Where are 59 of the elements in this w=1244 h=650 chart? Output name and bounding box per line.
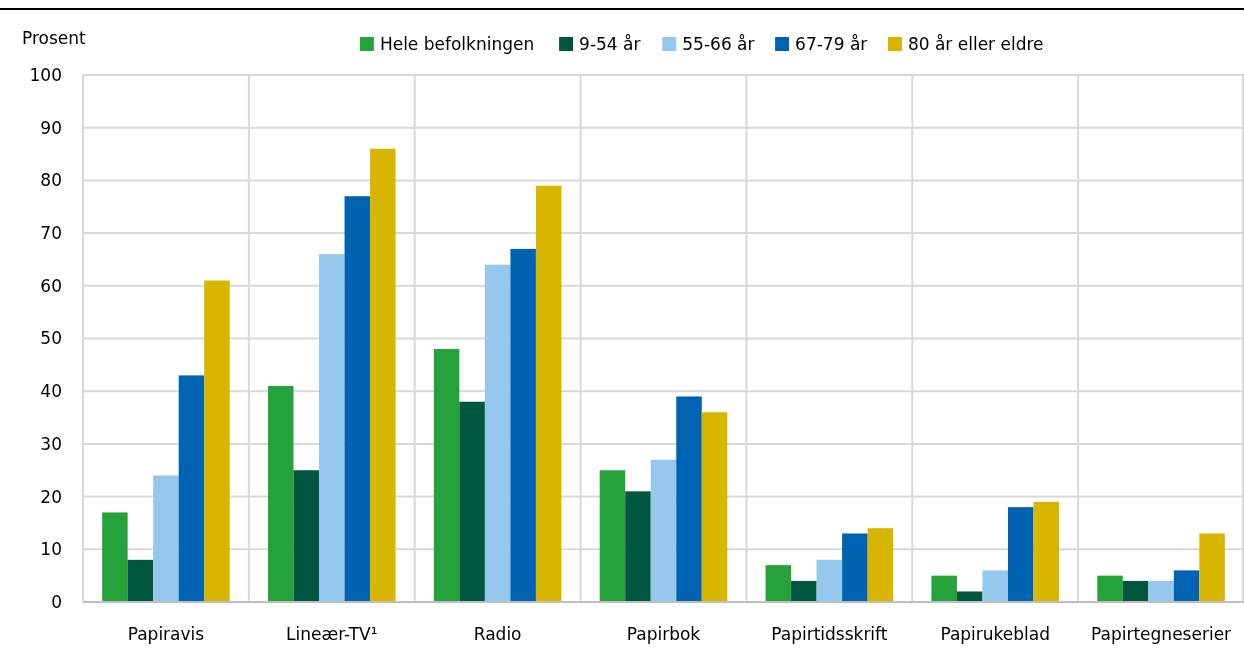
y-tick-label: 70: [40, 223, 62, 244]
bar: [484, 264, 511, 602]
x-tick-label: Papiravis: [127, 623, 205, 644]
bar: [931, 575, 957, 602]
bar: [1007, 507, 1034, 602]
bar: [842, 533, 868, 602]
legend-label: 9-54 år: [579, 33, 641, 54]
y-axis-title: Prosent: [22, 27, 87, 48]
bar: [370, 148, 396, 602]
x-tick-label: Papirbok: [626, 623, 701, 644]
bar: [1173, 570, 1200, 602]
bar: [102, 512, 128, 602]
bar: [701, 412, 728, 602]
bar: [1122, 580, 1149, 602]
bar: [153, 475, 179, 602]
bar: [510, 248, 536, 602]
y-tick-label: 20: [40, 486, 62, 507]
bar: [433, 349, 460, 602]
bar: [1033, 501, 1060, 602]
bar: [956, 591, 983, 602]
x-tick-label: Lineær-TV¹: [286, 623, 378, 644]
y-tick-label: 60: [40, 275, 62, 296]
y-tick-label: 30: [40, 433, 62, 454]
legend-label: 80 år eller eldre: [907, 33, 1044, 54]
bar: [293, 470, 320, 602]
bar: [459, 401, 485, 602]
y-tick-label: 50: [40, 328, 62, 349]
legend-label: Hele befolkningen: [379, 33, 535, 54]
bar: [319, 254, 345, 602]
x-tick-label: Radio: [473, 623, 522, 644]
bar: [791, 580, 817, 602]
bar: [1097, 575, 1123, 602]
bar: [1148, 580, 1174, 602]
bar: [650, 459, 677, 602]
legend-label: 67-79 år: [795, 33, 868, 54]
bar: [344, 196, 371, 602]
bar: [625, 491, 651, 602]
y-tick-label: 40: [40, 381, 62, 402]
bar: [816, 559, 843, 602]
y-tick-label: 10: [40, 539, 62, 560]
bar: [765, 565, 792, 602]
bar: [178, 375, 205, 602]
bar: [268, 385, 294, 602]
y-tick-label: 90: [40, 117, 62, 138]
bar: [982, 570, 1008, 602]
bar: [676, 396, 702, 602]
x-tick-label: Papirtidsskrift: [771, 623, 888, 644]
bar: [599, 470, 626, 602]
bar: [127, 559, 154, 602]
bar: [535, 185, 562, 602]
x-tick-label: Papirukeblad: [940, 623, 1051, 644]
bar: [867, 528, 894, 602]
y-tick-label: 100: [29, 64, 62, 85]
bar: [1199, 533, 1225, 602]
y-tick-label: 80: [40, 170, 62, 191]
x-tick-label: Papirtegneserier: [1091, 623, 1232, 644]
bar: [204, 280, 230, 602]
y-tick-label: 0: [51, 591, 62, 612]
legend-label: 55-66 år: [682, 33, 755, 54]
